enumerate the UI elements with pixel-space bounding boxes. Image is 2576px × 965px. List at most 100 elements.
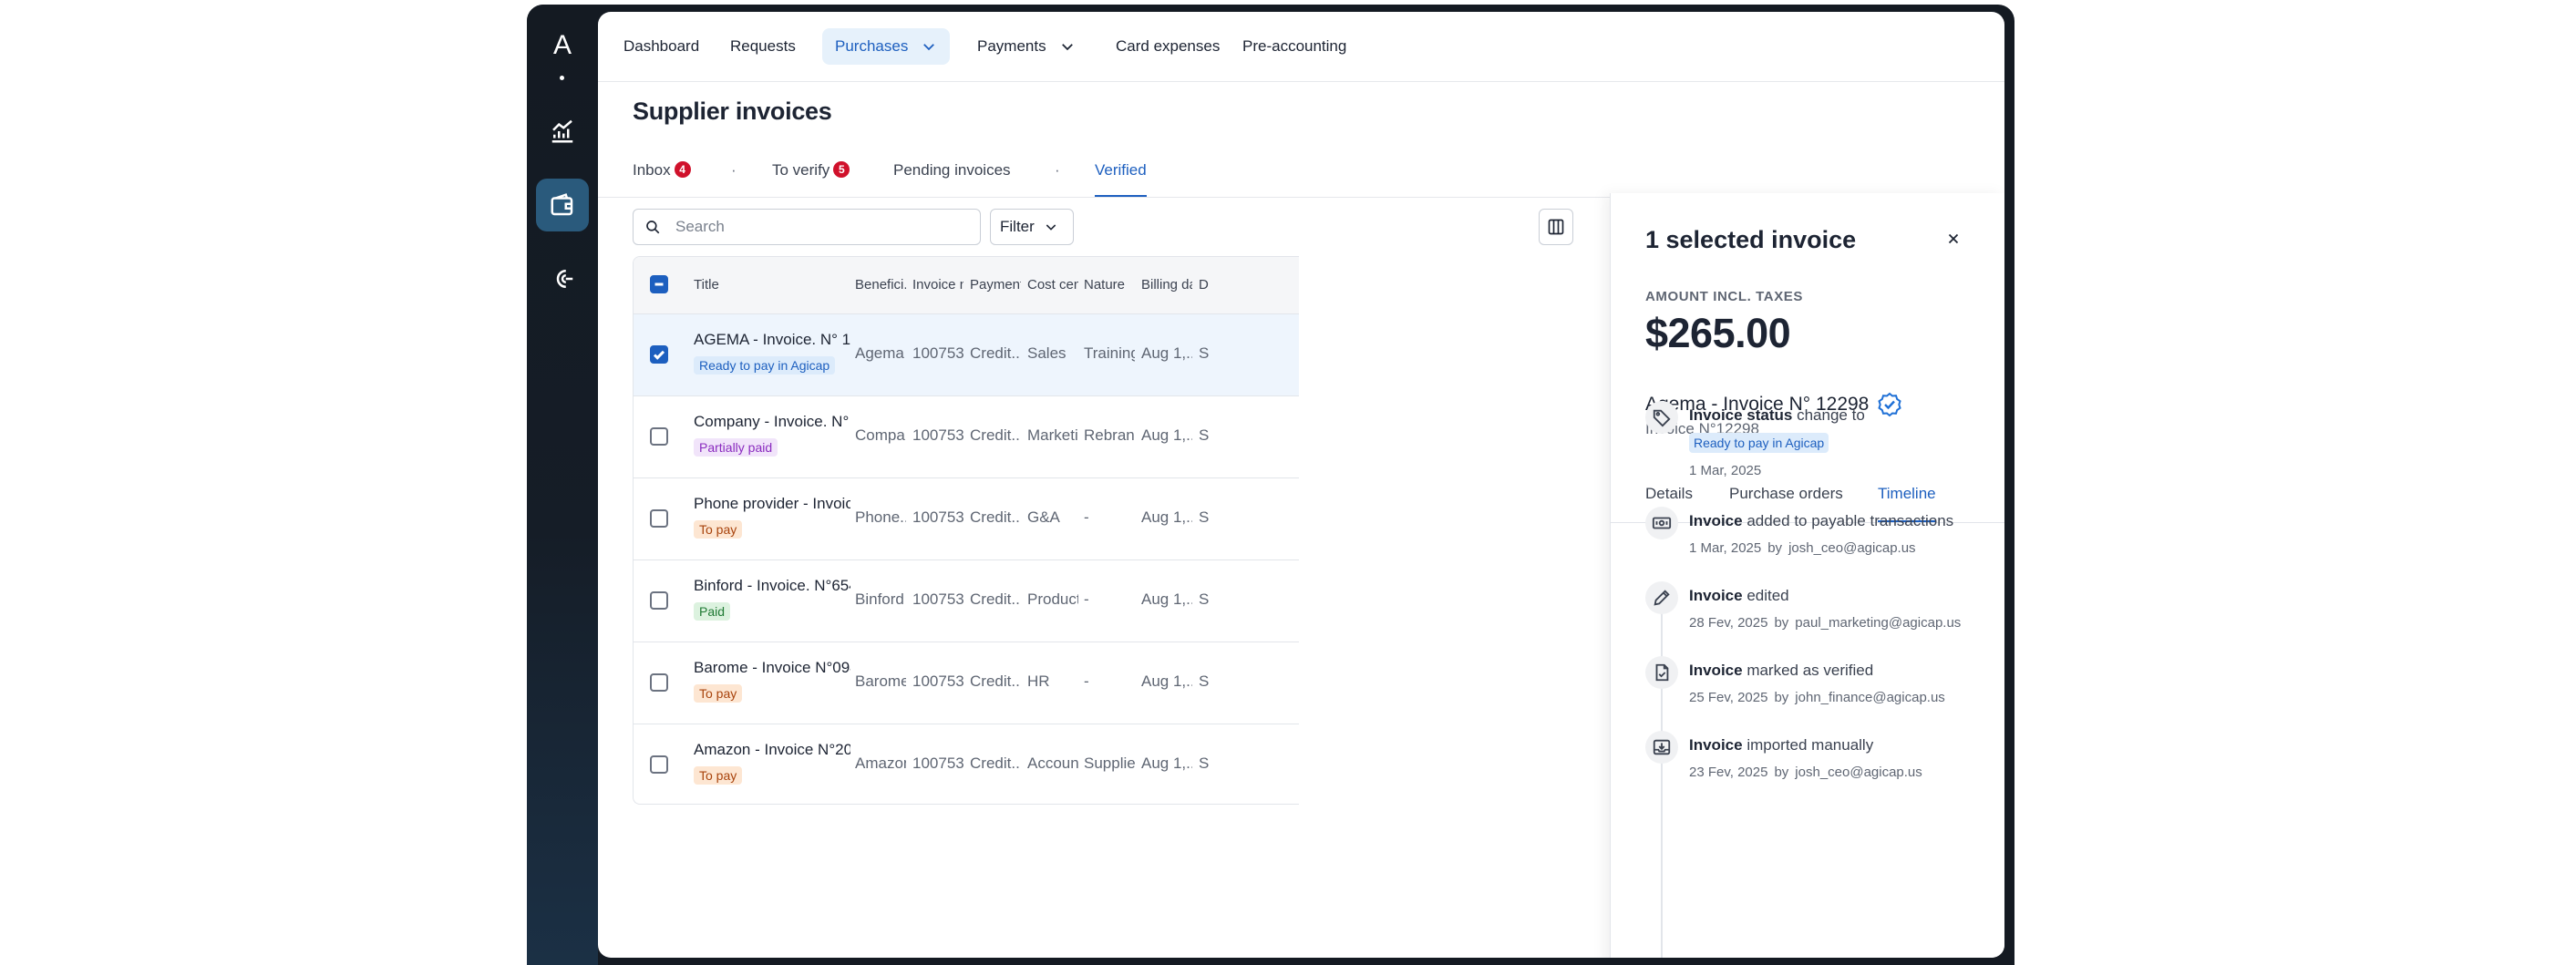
nav-dashboard[interactable]: Dashboard	[623, 37, 700, 55]
cell-d: S	[1199, 590, 1210, 608]
timeline-by: by	[1774, 765, 1789, 780]
tab-separator: ·	[731, 161, 737, 179]
rail-wallet-button[interactable]	[536, 179, 589, 231]
tab-to-verify-label: To verify	[772, 161, 830, 179]
cell-d: S	[1199, 344, 1210, 362]
timeline-line	[1661, 585, 1663, 958]
search-input[interactable]	[674, 217, 969, 237]
rail-connect-button[interactable]	[536, 252, 589, 305]
table-row[interactable]: Barome - Invoice N°09457398 To pay Barome 1…	[634, 642, 1299, 724]
select-all-checkbox[interactable]	[650, 275, 668, 293]
timeline-icon	[1645, 656, 1678, 689]
amount-value: $265.00	[1645, 310, 1791, 356]
rail-analytics-button[interactable]	[536, 105, 589, 158]
column-header-cost-center[interactable]: Cost cen...	[1027, 277, 1078, 293]
row-checkbox[interactable]	[650, 427, 668, 446]
status-badge: To pay	[694, 520, 743, 539]
side-rail: A	[527, 5, 598, 965]
invoice-title: Binford - Invoice. N°65489267	[694, 577, 850, 594]
panel-tab-timeline[interactable]: Timeline	[1878, 485, 1936, 523]
cell-invoice-number: 100753	[912, 426, 963, 444]
amount-label: AMOUNT INCL. TAXES	[1645, 289, 1804, 304]
timeline-date: 28 Fev, 2025	[1689, 615, 1768, 631]
search-box[interactable]	[633, 209, 981, 245]
tab-verified-label: Verified	[1095, 161, 1147, 179]
cell-nature: Supplies	[1084, 755, 1135, 772]
cell-d: S	[1199, 755, 1210, 772]
cell-payment: Credit...	[970, 590, 1021, 608]
timeline-user[interactable]: josh_ceo@agicap.us	[1795, 765, 1922, 780]
column-header-invoice-number[interactable]: Invoice n...	[912, 277, 963, 293]
timeline-entry-text: Invoice edited	[1689, 587, 1789, 605]
timeline-user[interactable]: paul_marketing@agicap.us	[1795, 615, 1962, 631]
close-panel-button[interactable]	[1941, 226, 1966, 252]
connect-icon	[556, 270, 573, 288]
table-row[interactable]: Binford - Invoice. N°65489267PaidBinford…	[634, 560, 1299, 642]
table-row[interactable]: Amazon - Invoice N°20439547 To pay Amazon 1…	[634, 724, 1299, 804]
row-checkbox[interactable]	[650, 755, 668, 774]
timeline-meta: 28 Fev, 2025 by paul_marketing@agicap.us	[1689, 615, 1961, 631]
timeline-by: by	[1767, 540, 1783, 556]
cell-invoice-number: 100753	[912, 672, 963, 690]
panel-tab-purchase-orders[interactable]: Purchase orders	[1729, 485, 1843, 502]
tab-to-verify[interactable]: To verify 5	[772, 147, 850, 198]
filter-button[interactable]: Filter	[990, 209, 1074, 245]
row-checkbox[interactable]	[650, 345, 668, 364]
column-header-beneficiary[interactable]: Benefici...	[855, 277, 906, 293]
row-checkbox[interactable]	[650, 673, 668, 692]
timeline-subject: Invoice	[1689, 587, 1743, 604]
invoice-name: Agema - Invoice N° 12298	[1645, 394, 1870, 415]
timeline-user[interactable]: josh_ceo@agicap.us	[1788, 540, 1916, 556]
invoice-name-row: Agema - Invoice N° 12298	[1645, 391, 1903, 418]
selected-invoice-panel: 1 selected invoice AMOUNT INCL. TAXES $2…	[1610, 193, 2004, 958]
table-row[interactable]: Phone provider - Invoice. N°5489... To pa…	[634, 478, 1299, 560]
close-icon	[1948, 233, 1959, 244]
timeline-icon	[1645, 401, 1678, 434]
tab-inbox[interactable]: Inbox 4	[633, 147, 691, 198]
timeline-meta: 25 Fev, 2025 by john_finance@agicap.us	[1689, 690, 1945, 705]
nav-payments[interactable]: Payments	[964, 28, 1088, 65]
nav-requests[interactable]: Requests	[730, 37, 796, 55]
tab-verified[interactable]: Verified	[1095, 147, 1147, 198]
row-checkbox[interactable]	[650, 509, 668, 528]
timeline-meta: 1 Mar, 2025 by josh_ceo@agicap.us	[1689, 540, 1916, 556]
minus-icon	[654, 282, 664, 286]
cell-nature: -	[1084, 672, 1089, 690]
column-header-nature[interactable]: Nature	[1084, 277, 1126, 293]
top-navigation: Dashboard Requests Purchases Payments Ca…	[598, 12, 2004, 82]
row-checkbox[interactable]	[650, 591, 668, 610]
cell-billing-date: Aug 1,...	[1141, 344, 1192, 362]
cell-cost-center: Marketi...	[1027, 426, 1078, 444]
timeline-by: by	[1774, 615, 1789, 631]
timeline-meta: 1 Mar, 2025	[1689, 463, 1761, 478]
nav-purchases[interactable]: Purchases	[822, 28, 951, 65]
column-header-d[interactable]: D	[1199, 277, 1209, 293]
table-row[interactable]: Company - Invoice. N° 1234324 Partially p…	[634, 396, 1299, 478]
column-header-payment[interactable]: Payment...	[970, 277, 1021, 293]
tab-pending-invoices[interactable]: Pending invoices	[893, 147, 1011, 198]
table-body: AGEMA - Invoice. N° 12298 Ready to pay in…	[634, 314, 1299, 804]
timeline-user[interactable]: john_finance@agicap.us	[1795, 690, 1945, 705]
nav-pre-accounting[interactable]: Pre-accounting	[1242, 37, 1347, 55]
invoice-title: Company - Invoice. N° 1234324	[694, 413, 850, 430]
cell-billing-date: Aug 1,...	[1141, 755, 1192, 772]
panel-tab-details[interactable]: Details	[1645, 485, 1693, 502]
timeline-subject: Invoice	[1689, 662, 1743, 679]
timeline-entry-text: Invoice imported manually	[1689, 736, 1873, 755]
cell-title: Company - Invoice. N° 1234324 Partially p…	[694, 413, 850, 457]
chevron-down-icon	[923, 44, 935, 51]
table-row[interactable]: AGEMA - Invoice. N° 12298 Ready to pay in…	[634, 314, 1299, 396]
cell-beneficiary: Binford	[855, 590, 904, 608]
agicap-logo[interactable]: A	[552, 30, 572, 60]
banknote-icon	[1652, 517, 1672, 529]
column-header-title[interactable]: Title	[694, 277, 719, 293]
checkmark-icon	[653, 350, 665, 360]
cell-payment: Credit...	[970, 755, 1021, 772]
chevron-down-icon	[1061, 44, 1073, 51]
invoice-title: Barome - Invoice N°09457398	[694, 659, 850, 676]
column-header-billing-date[interactable]: Billing da...	[1141, 277, 1192, 293]
columns-toggle-button[interactable]	[1539, 209, 1573, 245]
invoice-title: AGEMA - Invoice. N° 12298	[694, 331, 850, 348]
nav-payments-label: Payments	[977, 37, 1046, 55]
nav-card-expenses[interactable]: Card expenses	[1116, 37, 1221, 55]
